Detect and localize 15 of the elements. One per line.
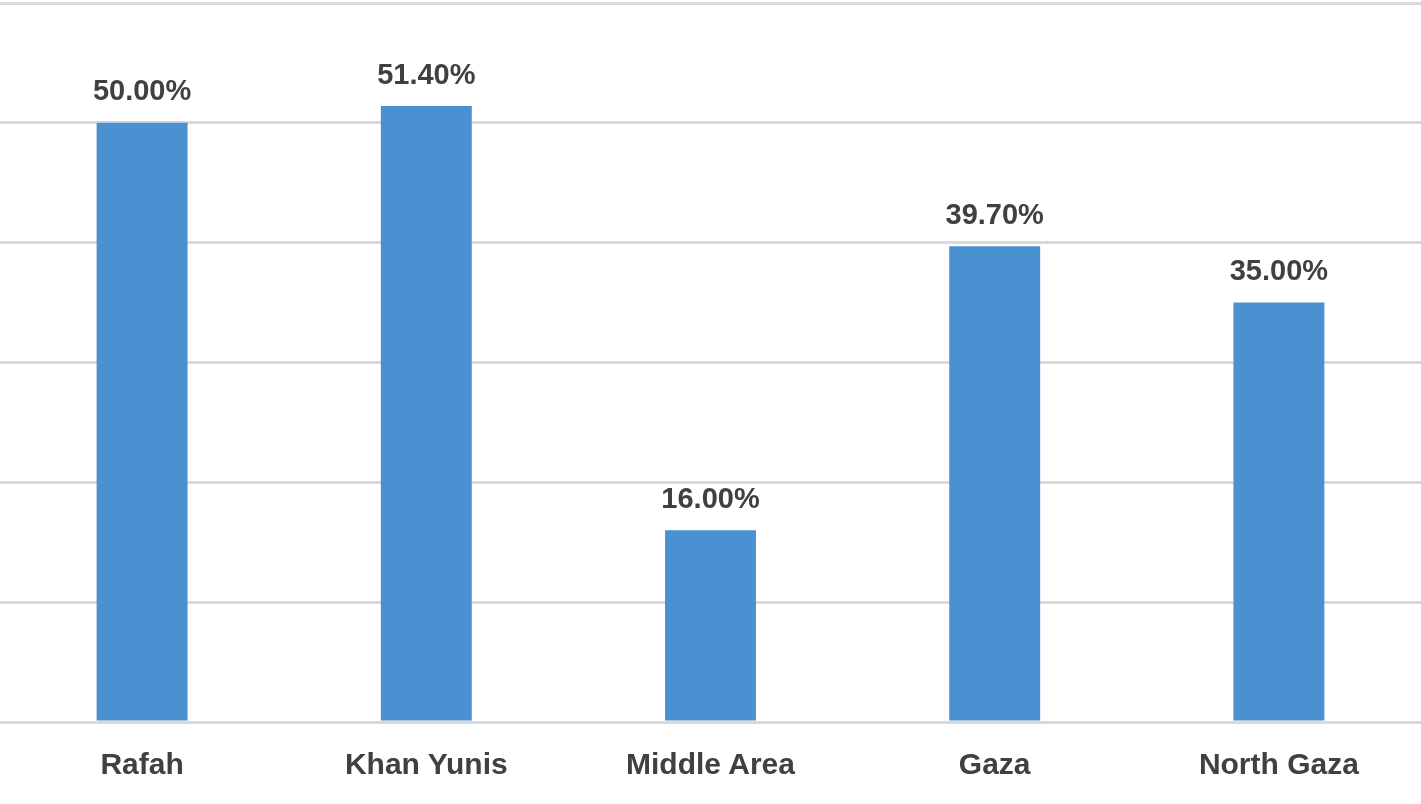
data-label: 50.00% bbox=[92, 74, 192, 107]
bar bbox=[665, 530, 756, 721]
data-label: 35.00% bbox=[1229, 254, 1329, 287]
x-tick-label: Middle Area bbox=[626, 747, 796, 781]
bar bbox=[96, 122, 188, 721]
x-tick-label: Rafah bbox=[100, 747, 184, 781]
x-tick-label: Gaza bbox=[958, 747, 1031, 781]
data-label: 16.00% bbox=[661, 481, 760, 514]
data-label: 51.40% bbox=[377, 57, 476, 90]
x-tick-label: North Gaza bbox=[1198, 747, 1360, 781]
data-label: 39.70% bbox=[945, 197, 1045, 230]
bar bbox=[1233, 302, 1325, 721]
x-tick-label: Khan Yunis bbox=[344, 747, 508, 781]
bar bbox=[380, 106, 472, 721]
bar bbox=[949, 246, 1041, 721]
